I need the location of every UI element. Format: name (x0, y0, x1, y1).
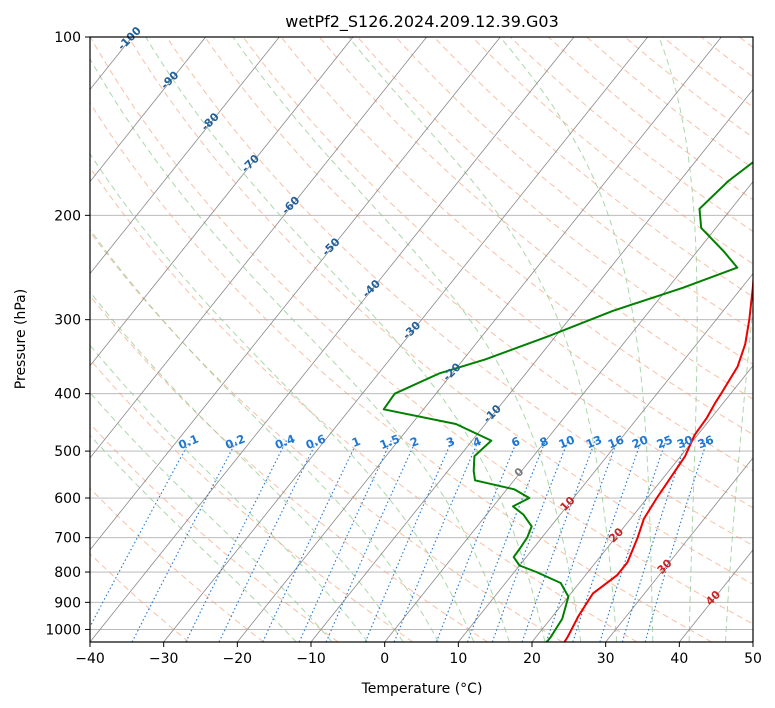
plot-background (90, 37, 753, 642)
mixing-ratio-line (435, 440, 518, 642)
dry-adiabat-line (319, 37, 753, 400)
isotherm-line (90, 37, 354, 367)
dry-adiabat-line (90, 294, 488, 642)
plot-frame (89, 36, 754, 643)
mixing-ratio-line (599, 440, 667, 642)
mixing-ratio-line (393, 440, 479, 642)
isotherm-line (0, 37, 58, 642)
y-tick-label: 400 (54, 387, 81, 403)
mixing-ratio-line (364, 440, 453, 642)
mixing-ratio-label: 36 (696, 432, 716, 451)
y-tick-label: 500 (54, 444, 81, 460)
moist-adiabat-line (725, 300, 753, 642)
moist-adiabat-line (658, 37, 698, 642)
dry-adiabat-line (280, 37, 753, 436)
mixing-ratio-line (621, 440, 687, 642)
dry-adiabat-line (90, 422, 339, 642)
chart-title: wetPf2_S126.2024.209.12.39.G03 (285, 12, 559, 32)
y-tick-label: 200 (54, 208, 81, 224)
mixing-ratio-label: 16 (606, 432, 626, 451)
moist-adiabat-line (90, 228, 439, 642)
dry-adiabat-line (204, 37, 753, 509)
y-axis-label: Pressure (hPa) (13, 289, 29, 389)
isotherm-line (90, 37, 280, 275)
mixing-ratio-line (262, 440, 359, 642)
dry-adiabat-line (471, 37, 753, 265)
mixing-ratio-line (298, 440, 392, 642)
mixing-ratio-line (644, 440, 708, 642)
x-tick-label: −10 (296, 651, 326, 667)
isotherm-line (237, 37, 722, 642)
x-axis-label: Temperature (°C) (361, 681, 483, 697)
isotherm-line (90, 37, 427, 459)
dry-adiabats (90, 37, 753, 642)
x-tick-label: 40 (670, 651, 688, 667)
moist-adiabat-line (90, 434, 297, 642)
dry-adiabat-line (90, 37, 753, 625)
y-tick-label: 300 (54, 313, 81, 329)
y-tick-label: 700 (54, 531, 81, 547)
dry-adiabat-line (433, 37, 753, 298)
moist-adiabat-line (499, 37, 654, 642)
moist-adiabat-line (90, 57, 510, 642)
isotherm-line (90, 37, 575, 642)
y-tick-label: 1000 (45, 622, 81, 638)
isotherm-line (90, 37, 206, 183)
y-tick-label: 100 (54, 30, 81, 46)
x-tick-label: 10 (449, 651, 467, 667)
mixing-ratio-label: 30 (675, 432, 695, 451)
sounding-profiles (382, 160, 753, 642)
mixing-ratio-line (325, 440, 417, 642)
y-tick-label: 900 (54, 595, 81, 611)
y-axis-ticks: 100 200 300 400 500 600 700 800 900 1000 (45, 30, 90, 638)
moist-adiabat-line (90, 291, 404, 642)
isotherm-line (310, 88, 753, 642)
y-tick-label: 600 (54, 491, 81, 507)
isotherm-line (531, 365, 753, 642)
isotherm-line (458, 273, 753, 642)
x-tick-label: −20 (223, 651, 253, 667)
mixing-ratio-line (185, 440, 287, 642)
moist-adiabat-line (232, 37, 582, 642)
moist-adiabat-line (90, 153, 475, 642)
moist-adiabat-line (90, 344, 369, 642)
dry-adiabat-line (166, 37, 753, 547)
dry-adiabat-line (395, 37, 753, 331)
mixing-ratio-line (131, 440, 238, 642)
isotherm-line (90, 37, 501, 551)
mixing-ratio-lines (90, 440, 708, 642)
isotherm-line (605, 457, 753, 642)
dry-adiabat-line (90, 166, 638, 642)
isotherm-line (752, 641, 753, 642)
x-tick-label: −30 (149, 651, 179, 667)
isotherm-line (384, 180, 753, 642)
mixing-ratio-line (572, 440, 643, 642)
x-tick-label: 20 (523, 651, 541, 667)
dry-adiabat-line (90, 101, 712, 642)
mixing-ratio-label: 13 (584, 432, 604, 451)
x-tick-label: 0 (380, 651, 389, 667)
x-tick-label: 50 (744, 651, 762, 667)
temperature-profile-line (563, 272, 753, 642)
mixing-ratio-label: 25 (654, 432, 674, 451)
isotherms (0, 37, 753, 642)
y-tick-label: 800 (54, 565, 81, 581)
dry-adiabat-line (242, 37, 753, 472)
mixing-ratio-label: 10 (557, 432, 577, 451)
isotherm-line (163, 37, 648, 642)
x-axis-ticks: −40 −30 −20 −10 0 10 20 30 40 50 (75, 642, 762, 667)
moist-adiabat-line (145, 37, 546, 642)
x-tick-label: 30 (597, 651, 615, 667)
dry-adiabat-line (90, 231, 563, 642)
dewpoint-profile-line (382, 160, 753, 642)
mixing-ratio-line (218, 440, 318, 642)
x-tick-label: −40 (75, 651, 105, 667)
mixing-ratio-label: 20 (630, 432, 650, 451)
